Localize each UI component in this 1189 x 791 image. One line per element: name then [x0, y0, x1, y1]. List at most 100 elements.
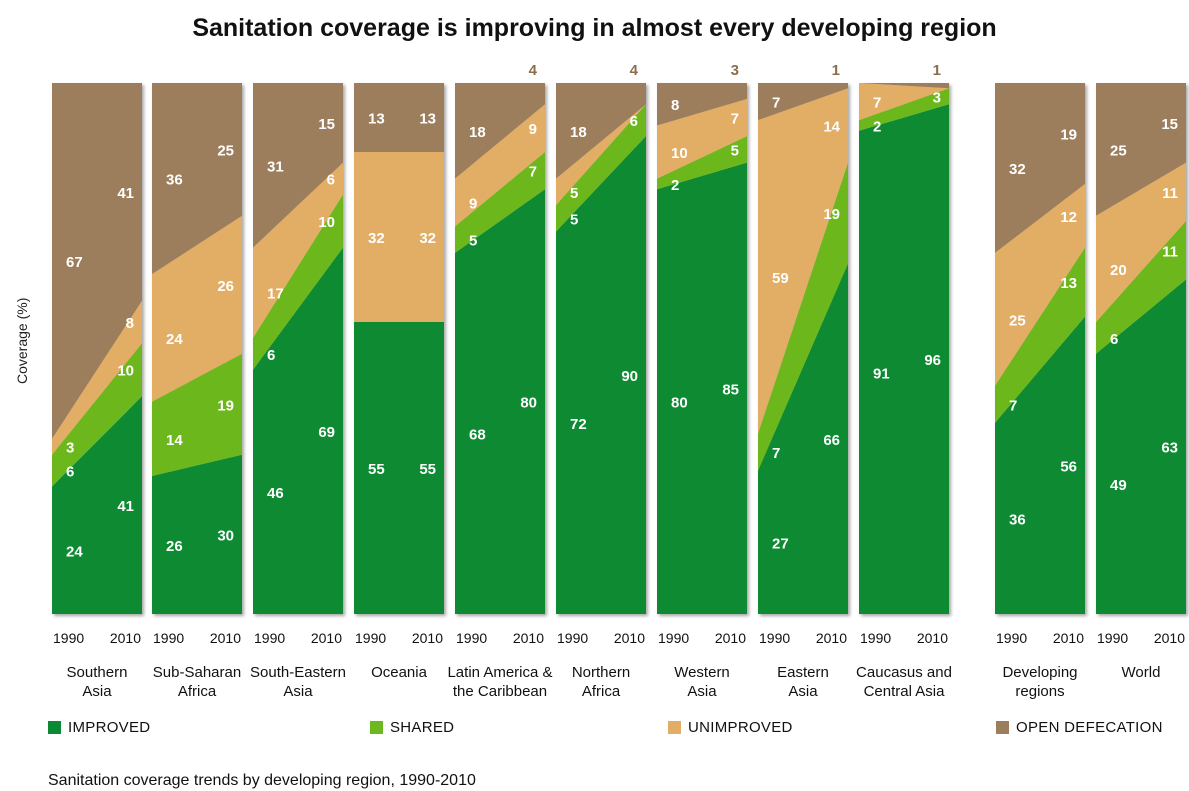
- region-panel: [354, 83, 444, 614]
- data-label: 72: [570, 416, 587, 433]
- data-label: 80: [671, 395, 688, 412]
- region-label: South-Eastern: [250, 664, 346, 681]
- area-improved: [152, 454, 242, 614]
- area-improved: [253, 247, 343, 615]
- data-label: 17: [267, 286, 284, 303]
- data-label: 67: [66, 254, 83, 271]
- area-shared: [1096, 221, 1186, 354]
- data-label: 66: [823, 432, 840, 449]
- x-tick-label: 1990: [254, 630, 285, 646]
- data-label: 9: [469, 195, 477, 212]
- data-label: 24: [166, 331, 183, 348]
- legend-improved: IMPROVED: [48, 719, 150, 736]
- legend-unimproved-label: UNIMPROVED: [688, 719, 793, 736]
- data-label: 3: [66, 440, 74, 457]
- region-label: Northern: [572, 664, 630, 681]
- area-shared: [52, 343, 142, 487]
- region-label: Latin America &: [447, 664, 552, 681]
- x-tick-label: 2010: [1154, 630, 1185, 646]
- data-label: 56: [1060, 458, 1077, 475]
- area-improved: [1096, 279, 1186, 614]
- area-shared: [995, 247, 1085, 423]
- region-panel: [556, 83, 646, 614]
- legend-unimproved-swatch: [668, 721, 681, 734]
- area-unimproved: [995, 183, 1085, 386]
- area-improved: [556, 136, 646, 614]
- region-panel: [657, 83, 747, 614]
- region-panel: [1096, 83, 1186, 614]
- area-shared: [758, 162, 848, 471]
- data-label: 3: [933, 89, 941, 106]
- area-open-defecation: [253, 83, 343, 248]
- region-label: regions: [1015, 683, 1064, 700]
- data-label: 11: [1162, 243, 1178, 260]
- area-improved: [354, 321, 444, 614]
- area-open-defecation: [556, 83, 646, 179]
- data-label: 30: [217, 527, 234, 544]
- data-label: 31: [267, 158, 284, 175]
- data-label: 14: [166, 432, 183, 449]
- area-shared: [556, 104, 646, 232]
- data-label: 5: [469, 233, 477, 250]
- data-label: 24: [66, 543, 83, 560]
- data-label: 6: [1110, 331, 1118, 348]
- region-panel: [758, 83, 848, 614]
- x-tick-label: 1990: [658, 630, 689, 646]
- area-shared: [152, 353, 242, 476]
- data-label: 85: [722, 381, 739, 398]
- data-label: 7: [873, 95, 881, 112]
- region-panel: [253, 83, 343, 615]
- x-tick-label: 2010: [110, 630, 141, 646]
- area-unimproved: [52, 300, 142, 455]
- legend-open-defecation: OPEN DEFECATION: [996, 719, 1163, 736]
- data-label: 49: [1110, 477, 1127, 494]
- x-tick-label: 1990: [456, 630, 487, 646]
- region-panel: [455, 83, 545, 614]
- area-unimproved: [152, 215, 242, 402]
- region-panel: [995, 83, 1085, 614]
- data-label: 63: [1161, 440, 1178, 457]
- region-label: Developing: [1002, 664, 1077, 681]
- area-open-defecation: [995, 83, 1085, 253]
- area-shared: [657, 136, 747, 190]
- area-open-defecation: [859, 83, 949, 89]
- area-unimproved: [657, 98, 747, 179]
- data-label: 7: [529, 164, 537, 181]
- legend-improved-label: IMPROVED: [68, 719, 151, 736]
- data-label: 7: [772, 95, 780, 112]
- data-label: 8: [671, 97, 679, 114]
- data-label: 19: [823, 206, 840, 223]
- data-label: 27: [772, 535, 789, 552]
- data-label: 59: [772, 270, 789, 287]
- area-open-defecation: [354, 83, 444, 153]
- x-tick-label: 2010: [715, 630, 746, 646]
- region-label: Asia: [687, 683, 717, 700]
- area-open-defecation: [758, 83, 848, 121]
- data-label: 5: [570, 185, 578, 202]
- data-label: 6: [66, 464, 74, 481]
- x-tick-label: 1990: [996, 630, 1027, 646]
- data-label: 12: [1060, 209, 1077, 226]
- region-label: Caucasus and: [856, 664, 952, 681]
- area-open-defecation: [52, 83, 142, 439]
- data-label: 32: [368, 230, 385, 247]
- data-label: 1: [832, 62, 840, 79]
- legend-shared-swatch: [370, 721, 383, 734]
- data-label: 96: [924, 352, 941, 369]
- data-label: 26: [166, 538, 183, 555]
- data-label: 80: [520, 395, 537, 412]
- region-label: Central Asia: [864, 683, 946, 700]
- data-label: 10: [117, 363, 134, 380]
- region-label: Africa: [178, 683, 217, 700]
- region-label: Oceania: [371, 664, 428, 681]
- x-tick-label: 1990: [759, 630, 790, 646]
- data-label: 5: [731, 142, 739, 159]
- data-label: 25: [1110, 142, 1127, 159]
- data-label: 5: [570, 211, 578, 228]
- area-shared: [455, 152, 545, 253]
- data-label: 6: [267, 347, 275, 364]
- data-label: 4: [529, 62, 538, 79]
- legend-open-defecation-label: OPEN DEFECATION: [1016, 719, 1163, 736]
- area-unimproved: [556, 104, 646, 206]
- region-label: Southern: [67, 664, 128, 681]
